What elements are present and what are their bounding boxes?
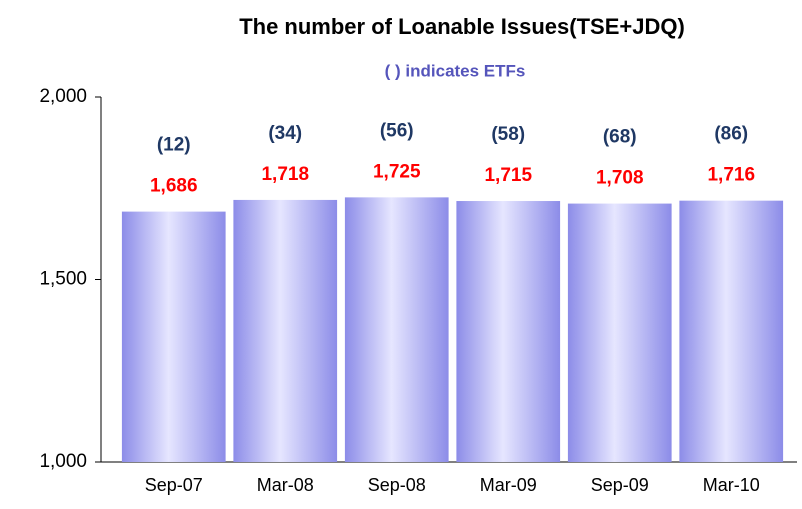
bar: [456, 201, 561, 462]
bar: [233, 199, 338, 462]
x-tick-label: Mar-08: [257, 475, 314, 495]
bar: [121, 211, 226, 462]
x-tick-label: Sep-08: [368, 475, 426, 495]
x-tick-label: Mar-10: [703, 475, 760, 495]
chart-title: The number of Loanable Issues(TSE+JDQ): [239, 14, 685, 39]
x-tick-label: Mar-09: [480, 475, 537, 495]
y-tick-label: 2,000: [39, 86, 87, 107]
x-tick-label: Sep-09: [591, 475, 649, 495]
value-label: 1,708: [596, 168, 644, 189]
value-label: 1,718: [261, 164, 309, 185]
value-label: 1,715: [484, 165, 532, 186]
value-label: 1,716: [707, 165, 755, 186]
x-tick-label: Sep-07: [145, 475, 203, 495]
etf-label: (34): [268, 123, 302, 144]
etf-label: (58): [491, 124, 525, 145]
etf-label: (56): [380, 120, 414, 141]
etf-label: (86): [714, 124, 748, 145]
y-tick-label: 1,000: [39, 451, 87, 472]
bar: [567, 203, 672, 462]
bar: [679, 200, 784, 462]
y-tick-label: 1,500: [39, 269, 87, 290]
etf-label: (68): [603, 127, 637, 148]
value-label: 1,725: [373, 161, 421, 182]
value-label: 1,686: [150, 176, 198, 197]
etf-label: (12): [157, 135, 191, 156]
chart-subtitle: ( ) indicates ETFs: [385, 61, 526, 80]
bar: [344, 197, 449, 462]
